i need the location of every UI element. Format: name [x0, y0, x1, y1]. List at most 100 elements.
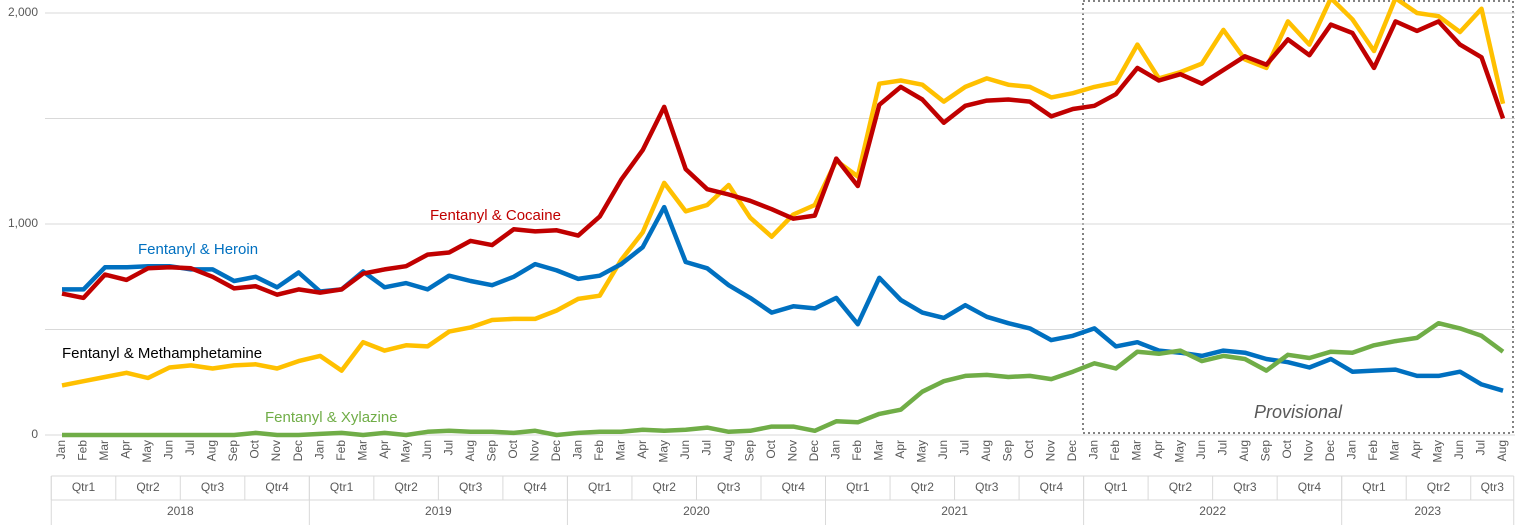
x-tick-label: Sep — [1259, 440, 1273, 462]
x-tick-label: Nov — [1044, 440, 1058, 461]
quarter-label: Qtr4 — [782, 480, 806, 494]
quarter-label: Qtr4 — [523, 480, 547, 494]
x-tick-label: Jul — [441, 440, 455, 455]
quarter-label: Qtr1 — [588, 480, 612, 494]
quarter-label: Qtr3 — [201, 480, 225, 494]
quarter-label: Qtr3 — [459, 480, 483, 494]
x-tick-label: Jan — [570, 440, 584, 459]
x-tick-label: May — [656, 440, 670, 463]
x-tick-label: Apr — [893, 440, 907, 459]
x-tick-label: Jan — [1345, 440, 1359, 459]
quarter-label: Qtr2 — [394, 480, 418, 494]
x-tick-label: Aug — [463, 440, 477, 461]
x-tick-label: Oct — [1280, 439, 1294, 458]
x-tick-label: Jan — [54, 440, 68, 459]
quarter-label: Qtr3 — [1233, 480, 1257, 494]
year-label: 2022 — [1199, 504, 1226, 518]
x-tick-label: Aug — [205, 440, 219, 461]
quarter-label: Qtr2 — [136, 480, 160, 494]
quarter-label: Qtr4 — [1298, 480, 1322, 494]
x-tick-label: Jun — [1452, 440, 1466, 459]
x-tick-label: Dec — [549, 440, 563, 461]
x-tick-label: Sep — [226, 440, 240, 462]
x-tick-label: Mar — [613, 440, 627, 461]
x-tick-label: Dec — [1065, 440, 1079, 461]
x-tick-label: Apr — [635, 440, 649, 459]
quarter-label: Qtr4 — [1040, 480, 1064, 494]
x-tick-label: Jun — [1194, 440, 1208, 459]
x-tick-label: Jan — [1087, 440, 1101, 459]
y-tick-label: 0 — [31, 427, 38, 441]
x-tick-label: Aug — [721, 440, 735, 461]
series-label: Fentanyl & Methamphetamine — [62, 345, 262, 362]
x-tick-label: May — [398, 440, 412, 463]
y-tick-label: 1,000 — [8, 216, 38, 230]
quarter-label: Qtr1 — [846, 480, 870, 494]
x-tick-label: Feb — [1108, 440, 1122, 461]
quarter-label: Qtr2 — [653, 480, 677, 494]
quarter-label: Qtr1 — [72, 480, 96, 494]
x-tick-label: Jan — [828, 440, 842, 459]
year-label: 2021 — [941, 504, 968, 518]
x-tick-label: Mar — [871, 440, 885, 461]
x-tick-label: May — [914, 440, 928, 463]
year-label: 2019 — [425, 504, 452, 518]
x-tick-label: Jun — [678, 440, 692, 459]
x-tick-label: Jul — [699, 440, 713, 455]
x-tick-label: Mar — [1130, 440, 1144, 461]
x-tick-label: Jun — [420, 440, 434, 459]
series-line — [62, 204, 1504, 393]
x-tick-label: Oct — [248, 439, 262, 458]
x-tick-label: May — [1431, 440, 1445, 463]
year-label: 2023 — [1414, 504, 1441, 518]
quarter-label: Qtr2 — [1427, 480, 1451, 494]
x-tick-label: Jul — [183, 440, 197, 455]
year-label: 2018 — [167, 504, 194, 518]
x-tick-label: Mar — [1388, 440, 1402, 461]
x-tick-label: Apr — [1151, 440, 1165, 459]
quarter-label: Qtr3 — [717, 480, 741, 494]
x-tick-label: Oct — [1022, 439, 1036, 458]
x-tick-label: Feb — [76, 440, 90, 461]
series-line — [61, 19, 1506, 301]
quarter-label: Qtr2 — [1169, 480, 1193, 494]
x-tick-label: Jul — [1474, 440, 1488, 455]
x-tick-label: Sep — [484, 440, 498, 462]
quarter-label: Qtr3 — [1481, 480, 1505, 494]
x-tick-label: Jan — [312, 440, 326, 459]
series-line — [62, 320, 1505, 438]
x-tick-label: Dec — [291, 440, 305, 461]
x-tick-label: Nov — [527, 440, 541, 461]
x-tick-label: Jun — [162, 440, 176, 459]
x-tick-label: Feb — [1366, 440, 1380, 461]
quarter-label: Qtr2 — [911, 480, 935, 494]
y-tick-label: 2,000 — [8, 5, 38, 19]
provisional-box — [1082, 0, 1514, 434]
x-tick-label: Oct — [764, 439, 778, 458]
x-tick-label: Apr — [119, 440, 133, 459]
x-tick-label: Oct — [506, 439, 520, 458]
year-label: 2020 — [683, 504, 710, 518]
series-label: Fentanyl & Xylazine — [265, 409, 398, 426]
x-tick-label: Nov — [1302, 440, 1316, 461]
x-tick-label: Jun — [936, 440, 950, 459]
quarter-label: Qtr1 — [1104, 480, 1128, 494]
x-tick-label: Dec — [1323, 440, 1337, 461]
x-tick-label: Jul — [957, 440, 971, 455]
x-tick-label: May — [140, 440, 154, 463]
x-tick-label: Nov — [269, 440, 283, 461]
x-tick-label: Aug — [979, 440, 993, 461]
quarter-label: Qtr1 — [330, 480, 354, 494]
x-tick-label: Apr — [377, 440, 391, 459]
x-tick-label: May — [1173, 440, 1187, 463]
series-label: Fentanyl & Heroin — [138, 241, 258, 258]
x-tick-label: Aug — [1237, 440, 1251, 461]
x-tick-label: Nov — [785, 440, 799, 461]
x-tick-label: Apr — [1409, 440, 1423, 459]
x-tick-label: Feb — [592, 440, 606, 461]
x-tick-label: Jul — [1216, 440, 1230, 455]
x-tick-label: Sep — [742, 440, 756, 462]
series-line — [61, 0, 1506, 388]
series-label: Fentanyl & Cocaine — [430, 207, 561, 224]
